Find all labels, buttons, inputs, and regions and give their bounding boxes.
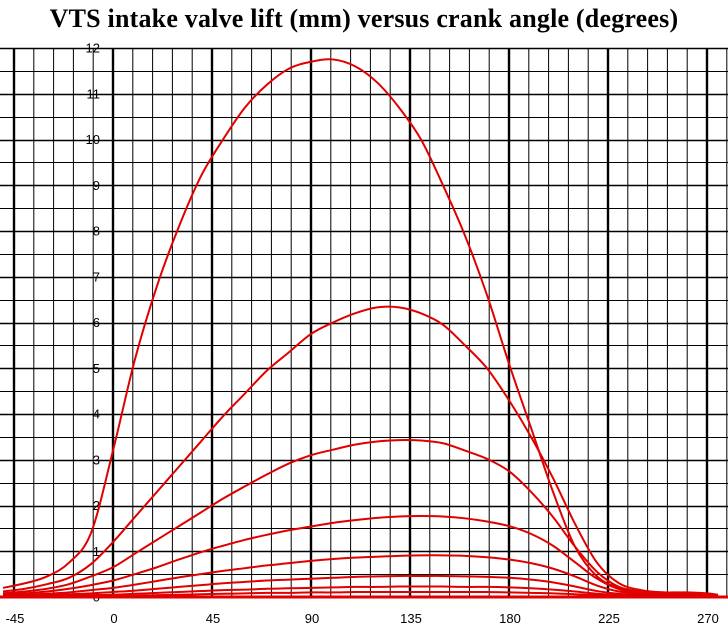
x-tick-label: 180 bbox=[499, 611, 521, 626]
y-tick-label: 2 bbox=[93, 498, 100, 513]
y-tick-label: 11 bbox=[87, 86, 101, 101]
series-line-4 bbox=[2, 515, 719, 598]
x-tick-label: 270 bbox=[697, 611, 719, 626]
series-line-6 bbox=[2, 574, 719, 598]
minor-gridlines bbox=[0, 48, 728, 598]
series-line-2 bbox=[2, 305, 719, 597]
chart-title: VTS intake valve lift (mm) versus crank … bbox=[49, 4, 679, 33]
x-tick-label: 225 bbox=[598, 611, 620, 626]
y-tick-label: 4 bbox=[93, 407, 100, 422]
x-tick-labels: -45 0 45 90 135 180 225 270 bbox=[6, 611, 719, 626]
series-line-7 bbox=[2, 585, 719, 598]
x-tick-label: 0 bbox=[110, 611, 117, 626]
y-tick-label: 3 bbox=[93, 452, 100, 467]
y-tick-label: 7 bbox=[93, 269, 100, 284]
series-lines bbox=[2, 58, 719, 598]
y-tick-label: 10 bbox=[86, 132, 100, 147]
y-tick-label: 5 bbox=[93, 361, 100, 376]
y-tick-label: 8 bbox=[93, 224, 100, 239]
series-line-3 bbox=[2, 439, 719, 597]
series-line-5 bbox=[2, 554, 719, 598]
y-tick-label: 1 bbox=[93, 544, 100, 559]
y-tick-label: 6 bbox=[93, 315, 100, 330]
series-line-1 bbox=[2, 58, 719, 596]
y-tick-label: 12 bbox=[86, 41, 100, 56]
y-tick-label: 9 bbox=[93, 178, 100, 193]
major-gridlines bbox=[0, 47, 728, 599]
x-tick-label: 135 bbox=[400, 611, 422, 626]
y-tick-labels: 0123456789101112 bbox=[86, 41, 100, 605]
x-tick-label: 45 bbox=[206, 611, 220, 626]
x-tick-label: 90 bbox=[305, 611, 319, 626]
x-tick-label: -45 bbox=[6, 611, 25, 626]
